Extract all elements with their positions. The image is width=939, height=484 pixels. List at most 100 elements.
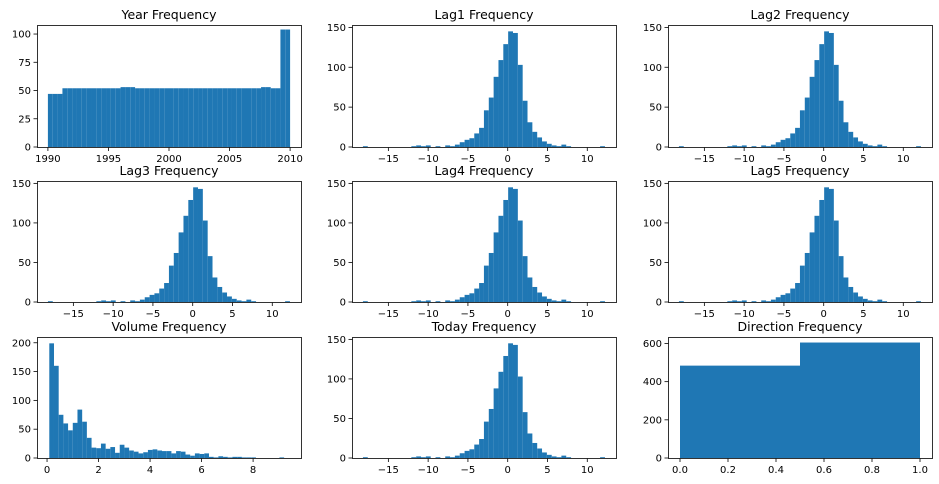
x-tick-label: 2 bbox=[95, 465, 101, 476]
histogram-bar bbox=[212, 88, 218, 147]
histogram-bar bbox=[819, 44, 825, 147]
histogram-bar bbox=[459, 297, 465, 302]
histogram-bar bbox=[828, 188, 834, 302]
histogram-bar bbox=[425, 300, 431, 302]
x-tick-label: 0 bbox=[821, 154, 827, 165]
histogram-bar bbox=[421, 457, 426, 458]
histogram-bar bbox=[135, 301, 140, 302]
histogram-bar bbox=[435, 301, 441, 302]
histogram-bar bbox=[809, 232, 815, 302]
histogram-bar bbox=[546, 454, 552, 458]
histogram-bar bbox=[110, 447, 116, 458]
x-tick-label: −5 bbox=[777, 154, 792, 165]
y-tick-label: 100 bbox=[327, 374, 346, 385]
histogram-bar bbox=[498, 371, 504, 458]
axes-frame bbox=[37, 25, 302, 148]
histogram-bar bbox=[464, 450, 470, 458]
histogram-bar bbox=[542, 296, 547, 302]
x-tick-label: −10 bbox=[103, 309, 124, 320]
histogram-bar bbox=[600, 146, 605, 147]
chart-title: Lag4 Frequency bbox=[434, 163, 534, 178]
histogram-bar bbox=[86, 437, 92, 458]
axes-frame bbox=[37, 337, 302, 459]
y-tick-label: 100 bbox=[643, 63, 662, 74]
histogram-bar bbox=[154, 293, 160, 302]
histogram-bar bbox=[120, 87, 126, 147]
histogram-bar bbox=[166, 451, 172, 458]
histogram-bar bbox=[551, 145, 557, 147]
histogram-bar bbox=[848, 286, 854, 302]
histogram-bar bbox=[800, 342, 920, 458]
histogram-bar bbox=[785, 293, 791, 302]
x-tick-label: 2005 bbox=[217, 154, 242, 165]
histogram-bar bbox=[770, 299, 776, 302]
x-tick-label: 1990 bbox=[35, 154, 60, 165]
histogram-bar bbox=[561, 455, 567, 458]
histogram-bar bbox=[120, 301, 126, 302]
histogram-bar bbox=[129, 450, 134, 458]
histogram-bar bbox=[231, 298, 237, 302]
histogram-bar bbox=[135, 88, 140, 147]
histogram-bar bbox=[566, 301, 572, 302]
histogram-bar bbox=[421, 301, 426, 302]
histogram-bar bbox=[824, 187, 829, 302]
x-tick-label: 8 bbox=[250, 465, 256, 476]
x-tick-label: 10 bbox=[266, 309, 279, 320]
histogram-bar bbox=[785, 138, 791, 147]
histogram-bar bbox=[173, 252, 179, 302]
histogram-bar bbox=[843, 122, 849, 147]
histogram-bar bbox=[217, 88, 223, 147]
x-tick-label: 0 bbox=[821, 309, 827, 320]
histogram-bar bbox=[566, 457, 572, 458]
chart-title: Year Frequency bbox=[120, 7, 217, 22]
histogram-bar bbox=[159, 88, 165, 147]
histogram-bar bbox=[512, 344, 518, 458]
histogram-bar bbox=[527, 122, 533, 147]
histogram-bar bbox=[222, 88, 228, 147]
histogram-bar bbox=[483, 265, 489, 302]
axes-frame bbox=[37, 181, 302, 303]
histogram-bar bbox=[188, 88, 194, 147]
histogram-bar bbox=[503, 199, 509, 302]
histogram-bar bbox=[164, 88, 169, 147]
x-tick-label: 10 bbox=[897, 309, 910, 320]
histogram-bar bbox=[222, 292, 228, 302]
histogram-bar bbox=[110, 300, 116, 302]
histogram-bar bbox=[183, 88, 189, 147]
histogram-bar bbox=[144, 88, 150, 147]
x-tick-label: 5 bbox=[544, 309, 550, 320]
histogram-bar bbox=[600, 457, 605, 458]
histogram-bar bbox=[479, 127, 484, 147]
histogram-bar bbox=[202, 88, 208, 147]
histogram-bar bbox=[488, 252, 494, 302]
histogram-bar bbox=[183, 215, 189, 302]
histogram-bar bbox=[680, 365, 800, 458]
x-tick-label: 2010 bbox=[277, 154, 302, 165]
histogram-bar bbox=[49, 343, 54, 458]
histogram-bar bbox=[551, 456, 557, 458]
histogram-bar bbox=[469, 449, 475, 458]
axes-frame bbox=[668, 337, 933, 459]
y-tick-label: 200 bbox=[12, 338, 31, 349]
y-tick-label: 0 bbox=[656, 454, 662, 465]
subplot-7: 0 2 4 6 8 0 50 100 150 200 Volume Frequency bbox=[12, 319, 302, 476]
histogram-bar bbox=[178, 232, 184, 302]
histogram-bar bbox=[47, 93, 53, 147]
histogram-bar bbox=[63, 423, 69, 458]
histogram-bar bbox=[100, 443, 106, 458]
x-tick-label: 10 bbox=[581, 465, 594, 476]
histogram-bar bbox=[858, 141, 863, 147]
y-tick-label: 150 bbox=[327, 23, 346, 34]
histogram-bar bbox=[474, 288, 480, 302]
axes-frame bbox=[352, 181, 617, 303]
histogram-bar bbox=[76, 88, 82, 147]
histogram-bar bbox=[790, 133, 796, 147]
histogram-bar bbox=[469, 138, 475, 147]
histogram-bar bbox=[72, 422, 78, 458]
histogram-bar bbox=[139, 299, 145, 302]
histogram-bar bbox=[488, 97, 494, 147]
histogram-bar bbox=[81, 88, 87, 147]
